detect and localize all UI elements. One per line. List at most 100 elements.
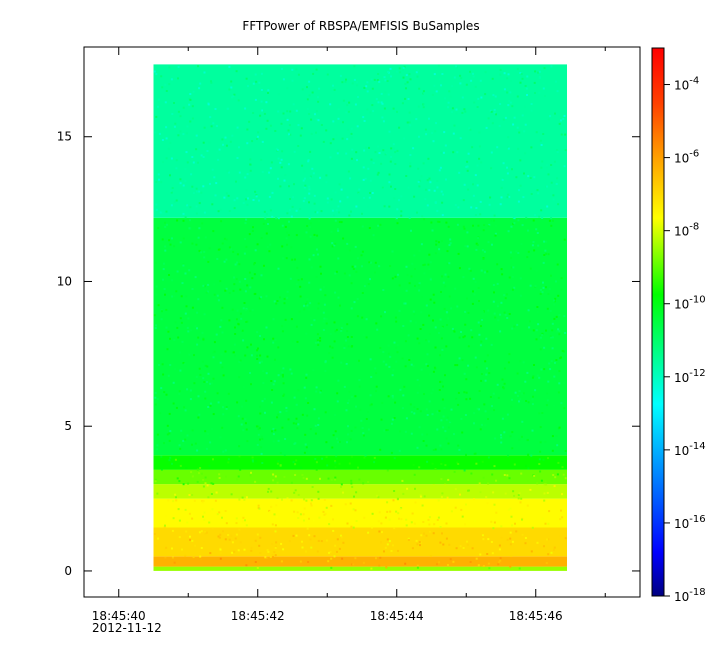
spectrogram-speckle xyxy=(398,67,401,70)
spectrogram-speckle xyxy=(540,144,543,146)
spectrogram-speckle xyxy=(497,319,500,322)
spectrogram-speckle xyxy=(238,445,241,448)
spectrogram-speckle xyxy=(536,363,539,366)
spectrogram-speckle xyxy=(260,158,263,161)
spectrogram-speckle xyxy=(195,187,198,190)
spectrogram-speckle xyxy=(337,108,340,111)
spectrogram-speckle xyxy=(556,444,559,447)
spectrogram-speckle xyxy=(504,492,507,495)
spectrogram-speckle xyxy=(537,192,540,195)
spectrogram-speckle xyxy=(222,530,224,533)
spectrogram-speckle xyxy=(337,296,340,299)
spectrogram-speckle xyxy=(208,465,211,468)
spectrogram-speckle xyxy=(402,325,405,327)
spectrogram-speckle xyxy=(314,211,317,214)
colorbar-tick-label: 10-12 xyxy=(674,368,706,385)
spectrogram-speckle xyxy=(518,438,521,441)
spectrogram-speckle xyxy=(383,76,386,79)
spectrogram-speckle xyxy=(348,101,351,104)
spectrogram-speckle xyxy=(216,151,218,154)
spectrogram-speckle xyxy=(267,550,270,553)
spectrogram-speckle xyxy=(257,504,260,507)
spectrogram-speckle xyxy=(157,537,159,540)
spectrogram-speckle xyxy=(546,164,548,167)
spectrogram-speckle xyxy=(272,337,275,340)
spectrogram-speckle xyxy=(330,566,333,569)
spectrogram-speckle xyxy=(527,175,530,178)
spectrogram-speckle xyxy=(355,520,358,522)
spectrogram-speckle xyxy=(207,260,210,263)
spectrogram-speckle xyxy=(315,110,318,113)
spectrogram-speckle xyxy=(161,212,164,215)
spectrogram-speckle xyxy=(368,196,371,199)
spectrogram-speckle xyxy=(258,199,260,202)
spectrogram-speckle xyxy=(236,309,239,312)
spectrogram-speckle xyxy=(508,276,511,279)
spectrogram-speckle xyxy=(237,99,240,102)
spectrogram-speckle xyxy=(457,391,460,394)
spectrogram-speckle xyxy=(469,397,472,400)
spectrogram-speckle xyxy=(238,498,241,501)
spectrogram-speckle xyxy=(167,65,170,68)
spectrogram-speckle xyxy=(263,397,266,400)
spectrogram-speckle xyxy=(268,509,271,512)
spectrogram-speckle xyxy=(184,216,187,219)
spectrogram-speckle xyxy=(162,268,165,271)
spectrogram-speckle xyxy=(304,433,307,436)
spectrogram-speckle xyxy=(396,497,399,500)
spectrogram-speckle xyxy=(245,198,247,201)
spectrogram-speckle xyxy=(419,410,422,413)
spectrogram-speckle xyxy=(541,412,544,414)
spectrogram-speckle xyxy=(510,225,513,228)
spectrogram-speckle xyxy=(297,493,300,496)
spectrogram-speckle xyxy=(521,518,523,521)
spectrogram-speckle xyxy=(323,317,326,320)
spectrogram-speckle xyxy=(427,263,430,266)
spectrogram-speckle xyxy=(476,184,479,187)
spectrogram-speckle xyxy=(300,127,303,130)
spectrogram-speckle xyxy=(325,441,328,444)
spectrogram-speckle xyxy=(254,73,257,76)
spectrogram-speckle xyxy=(426,204,429,207)
spectrogram-speckle xyxy=(334,330,337,333)
spectrogram-speckle xyxy=(243,302,246,304)
spectrogram-speckle xyxy=(428,253,431,256)
spectrogram-speckle xyxy=(245,307,248,310)
spectrogram-speckle xyxy=(323,499,326,501)
spectrogram-speckle xyxy=(172,517,175,520)
spectrogram-speckle xyxy=(371,104,374,107)
spectrogram-speckle xyxy=(400,518,403,521)
spectrogram-speckle xyxy=(519,184,522,187)
spectrogram-speckle xyxy=(408,359,411,361)
spectrogram-speckle xyxy=(192,556,195,559)
spectrogram-speckle xyxy=(251,66,254,68)
spectrogram-speckle xyxy=(521,114,524,117)
spectrogram-speckle xyxy=(202,500,205,502)
spectrogram-speckle xyxy=(250,383,252,386)
spectrogram-speckle xyxy=(193,499,196,502)
spectrogram-speckle xyxy=(236,157,239,159)
spectrogram-speckle xyxy=(184,202,187,205)
spectrogram-speckle xyxy=(374,271,376,274)
spectrogram-speckle xyxy=(231,351,234,354)
spectrogram-speckle xyxy=(219,557,222,560)
spectrogram-speckle xyxy=(339,304,341,307)
spectrogram-speckle xyxy=(197,298,200,301)
spectrogram-speckle xyxy=(273,380,276,383)
spectrogram-speckle xyxy=(562,350,565,353)
y-tick-label: 5 xyxy=(64,419,72,433)
spectrogram-speckle xyxy=(397,549,399,552)
spectrogram-speckle xyxy=(160,387,163,390)
spectrogram-speckle xyxy=(175,499,178,502)
spectrogram-speckle xyxy=(369,261,372,264)
spectrogram-speckle xyxy=(171,237,173,240)
spectrogram-speckle xyxy=(508,313,511,315)
spectrogram-speckle xyxy=(348,390,351,393)
spectrogram-speckle xyxy=(548,288,551,290)
spectrogram-speckle xyxy=(294,489,297,492)
spectrogram-speckle xyxy=(409,162,412,165)
spectrogram-speckle xyxy=(465,398,468,401)
spectrogram-speckle xyxy=(478,157,481,160)
spectrogram-speckle xyxy=(396,110,398,113)
spectrogram-speckle xyxy=(255,80,258,83)
